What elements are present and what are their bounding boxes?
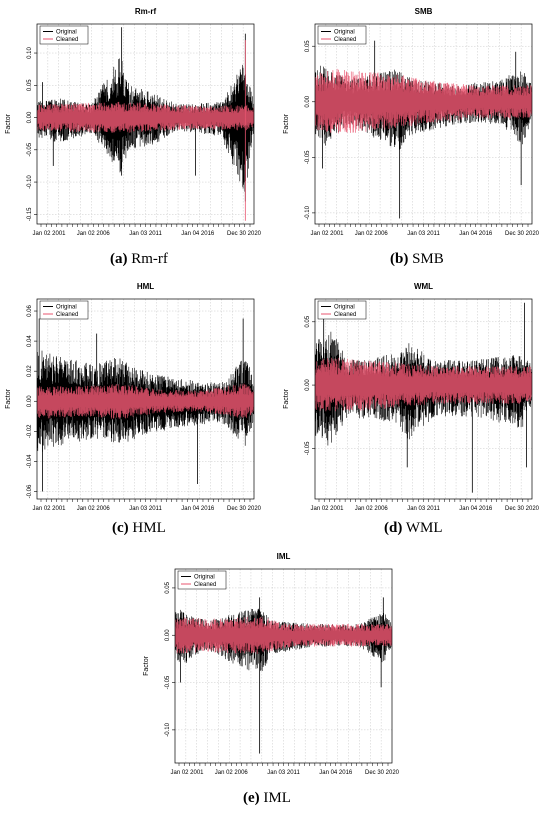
- x-tick-label: Jan 04 2016: [459, 231, 493, 237]
- chart-title: SMB: [415, 7, 433, 16]
- x-tick-label: Jan 02 2006: [215, 770, 249, 776]
- y-tick-label: -0.02: [27, 424, 33, 438]
- legend-cleaned-label: Cleaned: [56, 312, 78, 318]
- x-tick-label: Jan 02 2006: [77, 231, 111, 237]
- x-tick-label: Dec 30 2020: [227, 506, 262, 512]
- x-tick-label: Jan 02 2006: [355, 506, 389, 512]
- x-tick-label: Jan 02 2001: [310, 506, 344, 512]
- chart-title: WML: [414, 282, 433, 291]
- caption-d-letter: (d): [384, 520, 403, 536]
- y-axis-label: Factor: [283, 388, 290, 409]
- caption-c: (c) HML: [112, 520, 166, 537]
- caption-a-text: Rm-rf: [131, 251, 168, 267]
- series-cleaned-line: [37, 383, 254, 419]
- caption-c-text: HML: [132, 520, 166, 536]
- chart-wml: WML Factor 0.05 0.00 -0.05 Jan 02 2001 Jan 02 …: [283, 282, 540, 512]
- legend-original-label: Original: [334, 30, 355, 36]
- legend-original-label: Original: [56, 305, 77, 311]
- caption-b-letter: (b): [390, 251, 409, 267]
- x-tick-label: Jan 04 2016: [459, 506, 493, 512]
- y-tick-label: -0.05: [165, 675, 171, 689]
- series-cleaned-line: [175, 616, 392, 654]
- x-tick-label: Jan 03 2011: [407, 231, 440, 237]
- legend-cleaned-label: Cleaned: [56, 37, 78, 43]
- x-tick-label: Jan 02 2006: [355, 231, 389, 237]
- y-tick-label: -0.10: [27, 175, 33, 189]
- x-tick-label: Jan 03 2011: [267, 770, 300, 776]
- chart-title: Rm-rf: [135, 7, 157, 16]
- y-tick-label: -0.05: [27, 142, 33, 156]
- y-axis-label: Factor: [5, 388, 12, 409]
- chart-iml: IML Factor 0.05 0.00 -0.05 -0.10 Jan 02 2001 Ja…: [143, 552, 400, 776]
- x-tick-label: Dec 30 2020: [227, 231, 262, 237]
- caption-a-letter: (a): [110, 251, 128, 267]
- y-tick-label: 0.00: [27, 111, 33, 123]
- x-tick-label: Jan 03 2011: [407, 506, 440, 512]
- x-tick-label: Dec 30 2020: [505, 506, 540, 512]
- legend-original-label: Original: [334, 305, 355, 311]
- y-tick-label: 0.00: [165, 629, 171, 641]
- y-tick-label: 0.02: [27, 365, 33, 377]
- series-cleaned-line: [37, 101, 254, 133]
- caption-c-letter: (c): [112, 520, 129, 536]
- y-tick-label: 0.05: [305, 315, 311, 327]
- y-tick-label: 0.00: [305, 379, 311, 391]
- x-tick-label: Jan 02 2001: [32, 231, 66, 237]
- y-tick-label: -0.10: [165, 722, 171, 736]
- y-tick-label: 0.10: [27, 47, 33, 59]
- caption-b: (b) SMB: [390, 251, 444, 268]
- y-tick-label: 0.00: [305, 95, 311, 107]
- x-tick-label: Dec 30 2020: [505, 231, 540, 237]
- y-tick-label: 0.05: [305, 40, 311, 52]
- x-tick-label: Jan 04 2016: [181, 231, 215, 237]
- y-tick-label: 0.05: [27, 79, 33, 91]
- caption-d-text: WML: [405, 520, 443, 536]
- y-tick-label: -0.06: [27, 484, 33, 498]
- y-tick-label: 0.06: [27, 305, 33, 317]
- y-tick-label: -0.10: [305, 205, 311, 219]
- x-tick-label: Jan 02 2001: [32, 506, 66, 512]
- caption-e-text: IML: [263, 790, 291, 806]
- x-tick-label: Jan 02 2001: [170, 770, 204, 776]
- legend-original-label: Original: [56, 30, 77, 36]
- x-tick-label: Dec 30 2020: [365, 770, 400, 776]
- y-tick-label: 0.00: [27, 395, 33, 407]
- panel-wml: WML Factor 0.05 0.00 -0.05 Jan 02 2001 Jan 02 …: [278, 275, 548, 521]
- y-tick-label: -0.05: [305, 441, 311, 455]
- chart-smb: SMB Factor 0.05 0.00 -0.05 -0.10 Jan 02 2001 Ja…: [283, 7, 540, 237]
- x-tick-label: Jan 02 2001: [310, 231, 344, 237]
- chart-rm-rf: Rm-rf Factor 0.10 0.05 0.00 -0.05 -0.10 -0.15 Ja…: [5, 7, 262, 237]
- x-tick-label: Jan 02 2006: [77, 506, 111, 512]
- panel-iml: IML Factor 0.05 0.00 -0.05 -0.10 Jan 02 2001 Ja…: [138, 545, 408, 785]
- x-tick-label: Jan 03 2011: [129, 506, 162, 512]
- chart-title: HML: [137, 282, 154, 291]
- panel-rm-rf: Rm-rf Factor 0.10 0.05 0.00 -0.05 -0.10 -0.15 Ja…: [0, 0, 270, 246]
- chart-title: IML: [277, 552, 291, 561]
- caption-e-letter: (e): [243, 790, 260, 806]
- y-tick-label: 0.04: [27, 335, 33, 347]
- x-tick-label: Jan 03 2011: [129, 231, 162, 237]
- panel-hml: HML Factor 0.06 0.04 0.02 0.00 -0.02 -0.04 -0.06…: [0, 275, 270, 521]
- y-tick-label: -0.05: [305, 150, 311, 164]
- series-cleaned-line: [315, 357, 532, 412]
- series-cleaned-line: [315, 68, 532, 134]
- legend-cleaned-label: Cleaned: [194, 582, 216, 588]
- caption-e: (e) IML: [243, 790, 291, 807]
- y-tick-label: 0.05: [165, 581, 171, 593]
- y-axis-label: Factor: [143, 655, 150, 676]
- caption-a: (a) Rm-rf: [110, 251, 168, 268]
- y-axis-label: Factor: [5, 113, 12, 134]
- caption-b-text: SMB: [412, 251, 444, 267]
- legend-original-label: Original: [194, 575, 215, 581]
- x-tick-label: Jan 04 2016: [319, 770, 353, 776]
- panel-smb: SMB Factor 0.05 0.00 -0.05 -0.10 Jan 02 2001 Ja…: [278, 0, 548, 246]
- y-tick-label: -0.15: [27, 207, 33, 221]
- legend-cleaned-label: Cleaned: [334, 37, 356, 43]
- legend-cleaned-label: Cleaned: [334, 312, 356, 318]
- chart-hml: HML Factor 0.06 0.04 0.02 0.00 -0.02 -0.04 -0.06…: [5, 282, 262, 512]
- y-tick-label: -0.04: [27, 454, 33, 468]
- x-tick-label: Jan 04 2016: [181, 506, 215, 512]
- y-axis-label: Factor: [283, 113, 290, 134]
- caption-d: (d) WML: [384, 520, 443, 537]
